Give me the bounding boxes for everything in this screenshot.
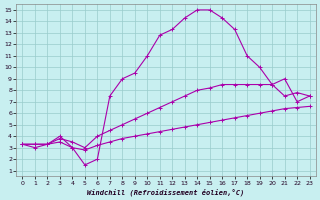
X-axis label: Windchill (Refroidissement éolien,°C): Windchill (Refroidissement éolien,°C) xyxy=(87,188,245,196)
